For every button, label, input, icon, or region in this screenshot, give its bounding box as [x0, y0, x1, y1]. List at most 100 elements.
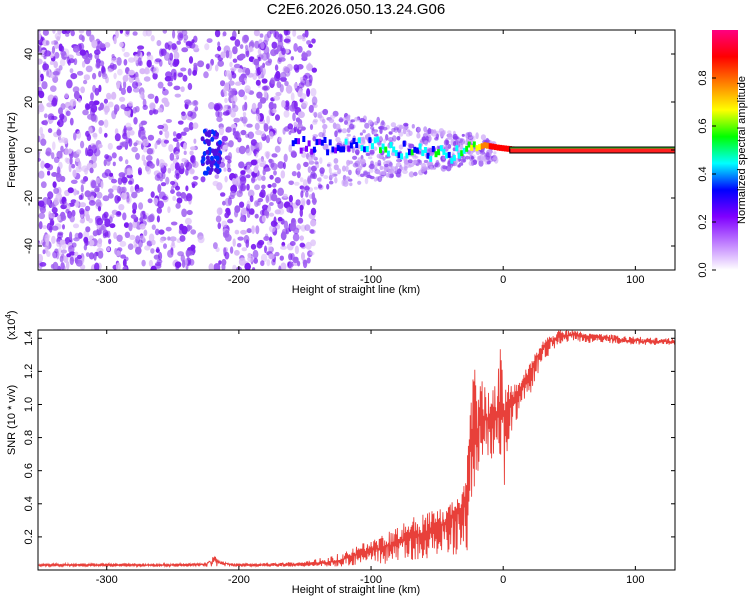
spectrogram-noise-blob [232, 238, 236, 247]
spectrogram-x-tick-label: -200 [228, 274, 250, 286]
spectrogram-noise-blob [328, 118, 335, 124]
spectrogram-noise-blob [453, 141, 457, 147]
spectrogram-noise-blob [348, 169, 352, 176]
spectrogram-noise-blob [292, 256, 299, 264]
spectrogram-noise-blob [76, 149, 82, 155]
spectrogram-noise-blob [236, 243, 242, 248]
spectrogram-noise-blob [51, 172, 58, 177]
spectrogram-noise-blob [337, 168, 342, 175]
spectrogram-noise-blob [138, 170, 142, 176]
carrier-track-cell [307, 140, 311, 147]
spectrogram-noise-blob [45, 237, 49, 247]
snr-y-multiplier-close: ) [6, 310, 18, 314]
snr-y-tick-label: 0.8 [23, 430, 35, 445]
spectrogram-feature-blob [209, 167, 214, 172]
spectrogram-noise-blob [307, 62, 312, 70]
spectrogram-noise-blob [283, 220, 289, 230]
spectrogram-noise-blob [93, 252, 97, 261]
spectrogram-noise-blob [382, 157, 386, 161]
spectrogram-noise-blob [359, 132, 363, 136]
spectrogram-noise-blob [390, 122, 397, 128]
spectrogram-noise-blob [440, 164, 447, 172]
spectrogram-noise-blob [293, 121, 298, 128]
carrier-track-cell [431, 146, 435, 152]
spectrogram-noise-blob [359, 158, 366, 165]
snr-y-tick-label: 0.4 [23, 496, 35, 511]
spectrogram-noise-blob [229, 61, 233, 68]
carrier-track-cell [475, 145, 479, 152]
spectrogram-noise-blob [130, 214, 137, 220]
spectrogram-noise-blob [272, 188, 277, 195]
spectrogram-noise-blob [149, 163, 155, 169]
spectrogram-noise-blob [156, 40, 162, 47]
spectrogram-noise-blob [122, 266, 128, 270]
spectrogram-noise-blob [38, 170, 45, 179]
spectrogram-noise-blob [222, 31, 227, 37]
spectrogram-noise-blob [318, 184, 323, 189]
spectrogram-noise-blob [184, 217, 192, 225]
spectrogram-noise-blob [127, 57, 135, 63]
carrier-track-cell [371, 143, 374, 150]
spectrogram-noise-blob [230, 36, 236, 41]
spectrogram-noise-blob [309, 124, 314, 130]
spectrogram-noise-blob [168, 144, 174, 153]
spectrogram-noise-blob [74, 232, 80, 240]
spectrogram-noise-blob [102, 103, 110, 113]
spectrogram-noise-blob [493, 151, 497, 155]
spectrogram-noise-blob [260, 260, 265, 267]
spectrogram-noise-blob [108, 192, 114, 199]
spectrogram-noise-blob [73, 188, 77, 196]
spectrogram-noise-blob [299, 177, 304, 183]
spectrogram-noise-blob [280, 231, 287, 241]
carrier-track-cell [437, 149, 441, 156]
spectrogram-noise-blob [55, 192, 63, 201]
carrier-track-cell [355, 142, 359, 148]
spectrogram-noise-blob [63, 201, 68, 207]
spectrogram-noise-blob [97, 205, 102, 212]
spectrogram-y-ticks: -40 -20 0 20 40 [23, 48, 675, 254]
spectrogram-noise-blob [153, 197, 159, 205]
spectrogram-noise-blob [367, 119, 373, 125]
carrier-track-cell [450, 157, 454, 164]
spectrogram-noise-blob [388, 131, 393, 135]
colorbar-tick-label: 0.2 [697, 214, 709, 229]
spectrogram-noise-blob [173, 51, 180, 60]
spectrogram-noise-blob [123, 125, 127, 134]
spectrogram-noise-blob [307, 177, 311, 183]
spectrogram-noise-blob [380, 170, 386, 176]
spectrogram-noise-blob [275, 70, 281, 79]
spectrogram-noise-blob [154, 142, 158, 150]
spectrogram-noise-blob [253, 58, 260, 66]
spectrogram-noise-blob [319, 157, 323, 165]
spectrogram-noise-blob [98, 70, 102, 78]
spectrogram-noise-blob [310, 170, 316, 177]
spectrogram-noise-blob [274, 49, 279, 55]
spectrogram-noise-blob [147, 93, 155, 100]
carrier-track-cell [480, 143, 484, 150]
carrier-track-cell [363, 146, 367, 153]
spectrogram-noise-blob [78, 161, 82, 170]
spectrogram-noise-blob [266, 259, 271, 267]
spectrogram-noise-blob [52, 251, 58, 259]
spectrogram-noise-blob [238, 53, 246, 59]
spectrogram-noise-blob [83, 240, 90, 246]
carrier-track-cell [323, 137, 327, 143]
spectrogram-noise-blob [301, 252, 305, 261]
spectrogram-noise-blob [212, 180, 219, 187]
spectrogram-noise-blob [240, 129, 247, 136]
spectrogram-noise-blob [252, 72, 258, 80]
spectrogram-noise-blob [357, 171, 361, 177]
spectrogram-noise-blob [235, 130, 240, 138]
spectrogram-noise-blob [285, 227, 290, 235]
spectrogram-noise-blob [287, 261, 293, 269]
spectrogram-noise-blob [185, 168, 189, 176]
spectrogram-noise-blob [475, 132, 479, 140]
spectrogram-noise-blob [260, 42, 265, 50]
spectrogram-noise-blob [445, 140, 450, 145]
spectrogram-noise-blob [38, 135, 41, 143]
spectrogram-noise-blob [221, 263, 226, 270]
spectrogram-noise-blob [347, 114, 351, 119]
snr-y-tick-label: 1.0 [23, 397, 35, 412]
spectrogram-noise-blob [143, 229, 148, 237]
colorbar-title: Normalized spectral amplitude [736, 76, 748, 224]
